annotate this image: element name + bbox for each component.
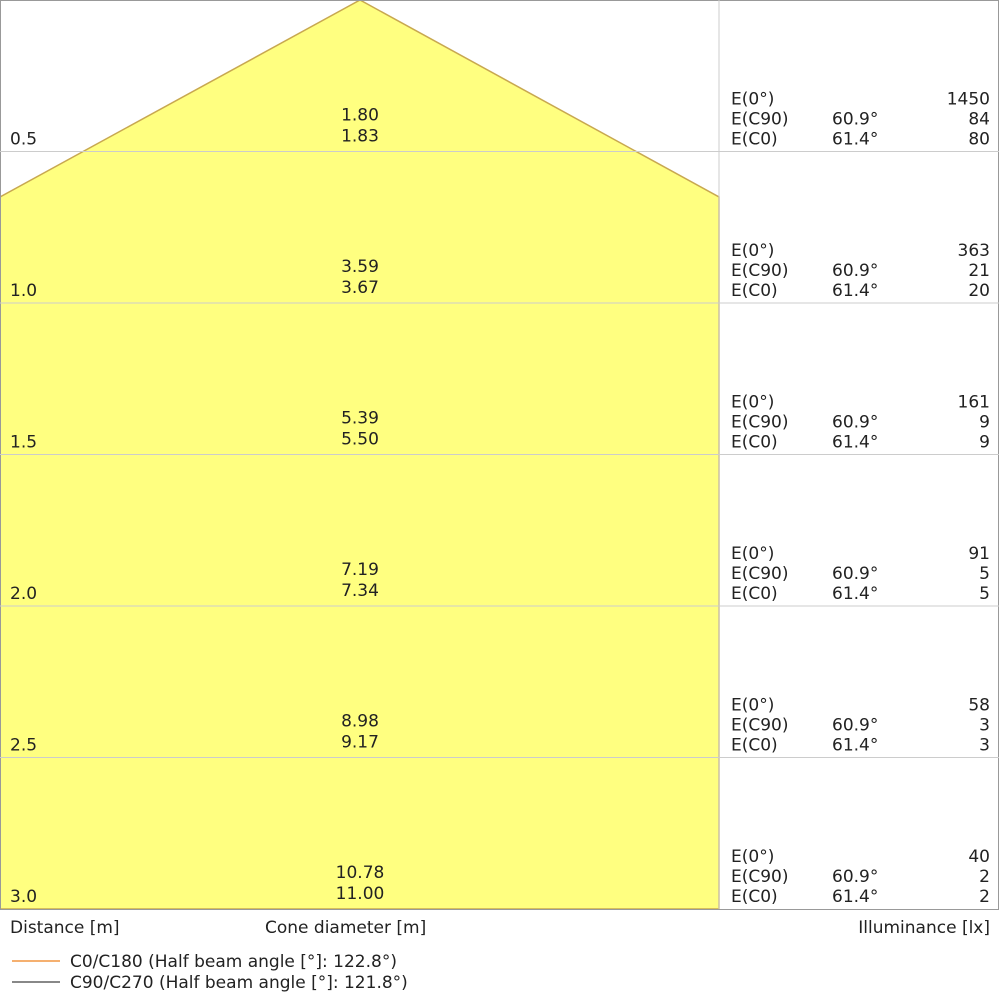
ec90-label: E(C90)	[731, 716, 789, 736]
e0-label: E(0°)	[731, 241, 774, 261]
ec90-label: E(C90)	[731, 867, 789, 887]
cone-diameter-c0: 7.34	[341, 581, 379, 601]
ec90-value: 3	[979, 716, 990, 736]
ec0-label: E(C0)	[731, 130, 778, 150]
ec0-label: E(C0)	[731, 281, 778, 301]
e0-value: 1450	[947, 90, 990, 110]
ec90-angle: 60.9°	[832, 413, 878, 433]
e0-value: 58	[968, 696, 990, 716]
e0-label: E(0°)	[731, 90, 774, 110]
ec0-value: 2	[979, 887, 990, 907]
ec0-label: E(C0)	[731, 433, 778, 453]
cone-diameter-c0: 1.83	[341, 127, 379, 147]
ec0-label: E(C0)	[731, 736, 778, 756]
ec0-angle: 61.4°	[832, 281, 878, 301]
cone-diameter-c0: 5.50	[341, 430, 379, 450]
ec0-label: E(C0)	[731, 584, 778, 604]
cone-diameter-c0: 9.17	[341, 733, 379, 753]
cone-diameter-c90: 7.19	[341, 560, 379, 580]
ec0-label: E(C0)	[731, 887, 778, 907]
e0-value: 40	[968, 847, 990, 867]
distance-tick-label: 3.0	[10, 887, 37, 907]
ec90-value: 2	[979, 867, 990, 887]
legend-label-c0: C0/C180 (Half beam angle [°]: 122.8°)	[70, 952, 397, 972]
x-axis-label: Distance [m]	[10, 918, 120, 938]
cone-diameter-c0: 3.67	[341, 278, 379, 298]
cone-diameter-c90: 5.39	[341, 409, 379, 429]
ec90-label: E(C90)	[731, 413, 789, 433]
ec90-value: 5	[979, 564, 990, 584]
cone-diameter-c90: 1.80	[341, 106, 379, 126]
ec90-angle: 60.9°	[832, 564, 878, 584]
ec0-value: 20	[968, 281, 990, 301]
ec90-label: E(C90)	[731, 110, 789, 130]
e0-label: E(0°)	[731, 544, 774, 564]
ec0-angle: 61.4°	[832, 130, 878, 150]
distance-tick-label: 0.5	[10, 130, 37, 150]
legend-label-c90: C90/C270 (Half beam angle [°]: 121.8°)	[70, 973, 408, 993]
ec0-value: 3	[979, 736, 990, 756]
e0-label: E(0°)	[731, 393, 774, 413]
ec0-angle: 61.4°	[832, 584, 878, 604]
e0-value: 363	[958, 241, 990, 261]
ec90-angle: 60.9°	[832, 261, 878, 281]
cone-diameter-c90: 8.98	[341, 712, 379, 732]
ec90-angle: 60.9°	[832, 716, 878, 736]
distance-tick-label: 2.5	[10, 736, 37, 756]
ec90-angle: 60.9°	[832, 110, 878, 130]
distance-tick-label: 1.5	[10, 433, 37, 453]
ec90-label: E(C90)	[731, 564, 789, 584]
cone-diameter-c90: 10.78	[336, 863, 385, 883]
cone-diameter-c90: 3.59	[341, 257, 379, 277]
ec0-value: 5	[979, 584, 990, 604]
ec90-value: 84	[968, 110, 990, 130]
e0-label: E(0°)	[731, 847, 774, 867]
distance-tick-label: 2.0	[10, 584, 37, 604]
ec0-angle: 61.4°	[832, 736, 878, 756]
distance-tick-label: 1.0	[10, 281, 37, 301]
ec90-angle: 60.9°	[832, 867, 878, 887]
ec0-value: 80	[968, 130, 990, 150]
e0-value: 91	[968, 544, 990, 564]
ec0-angle: 61.4°	[832, 887, 878, 907]
e0-value: 161	[958, 393, 990, 413]
ec90-value: 21	[968, 261, 990, 281]
ec90-label: E(C90)	[731, 261, 789, 281]
cone-diameter-label: Cone diameter [m]	[265, 918, 426, 938]
ec90-value: 9	[979, 413, 990, 433]
ec0-angle: 61.4°	[832, 433, 878, 453]
cone-diameter-c0: 11.00	[336, 884, 385, 904]
e0-label: E(0°)	[731, 696, 774, 716]
illuminance-label: Illuminance [lx]	[858, 918, 990, 938]
ec0-value: 9	[979, 433, 990, 453]
